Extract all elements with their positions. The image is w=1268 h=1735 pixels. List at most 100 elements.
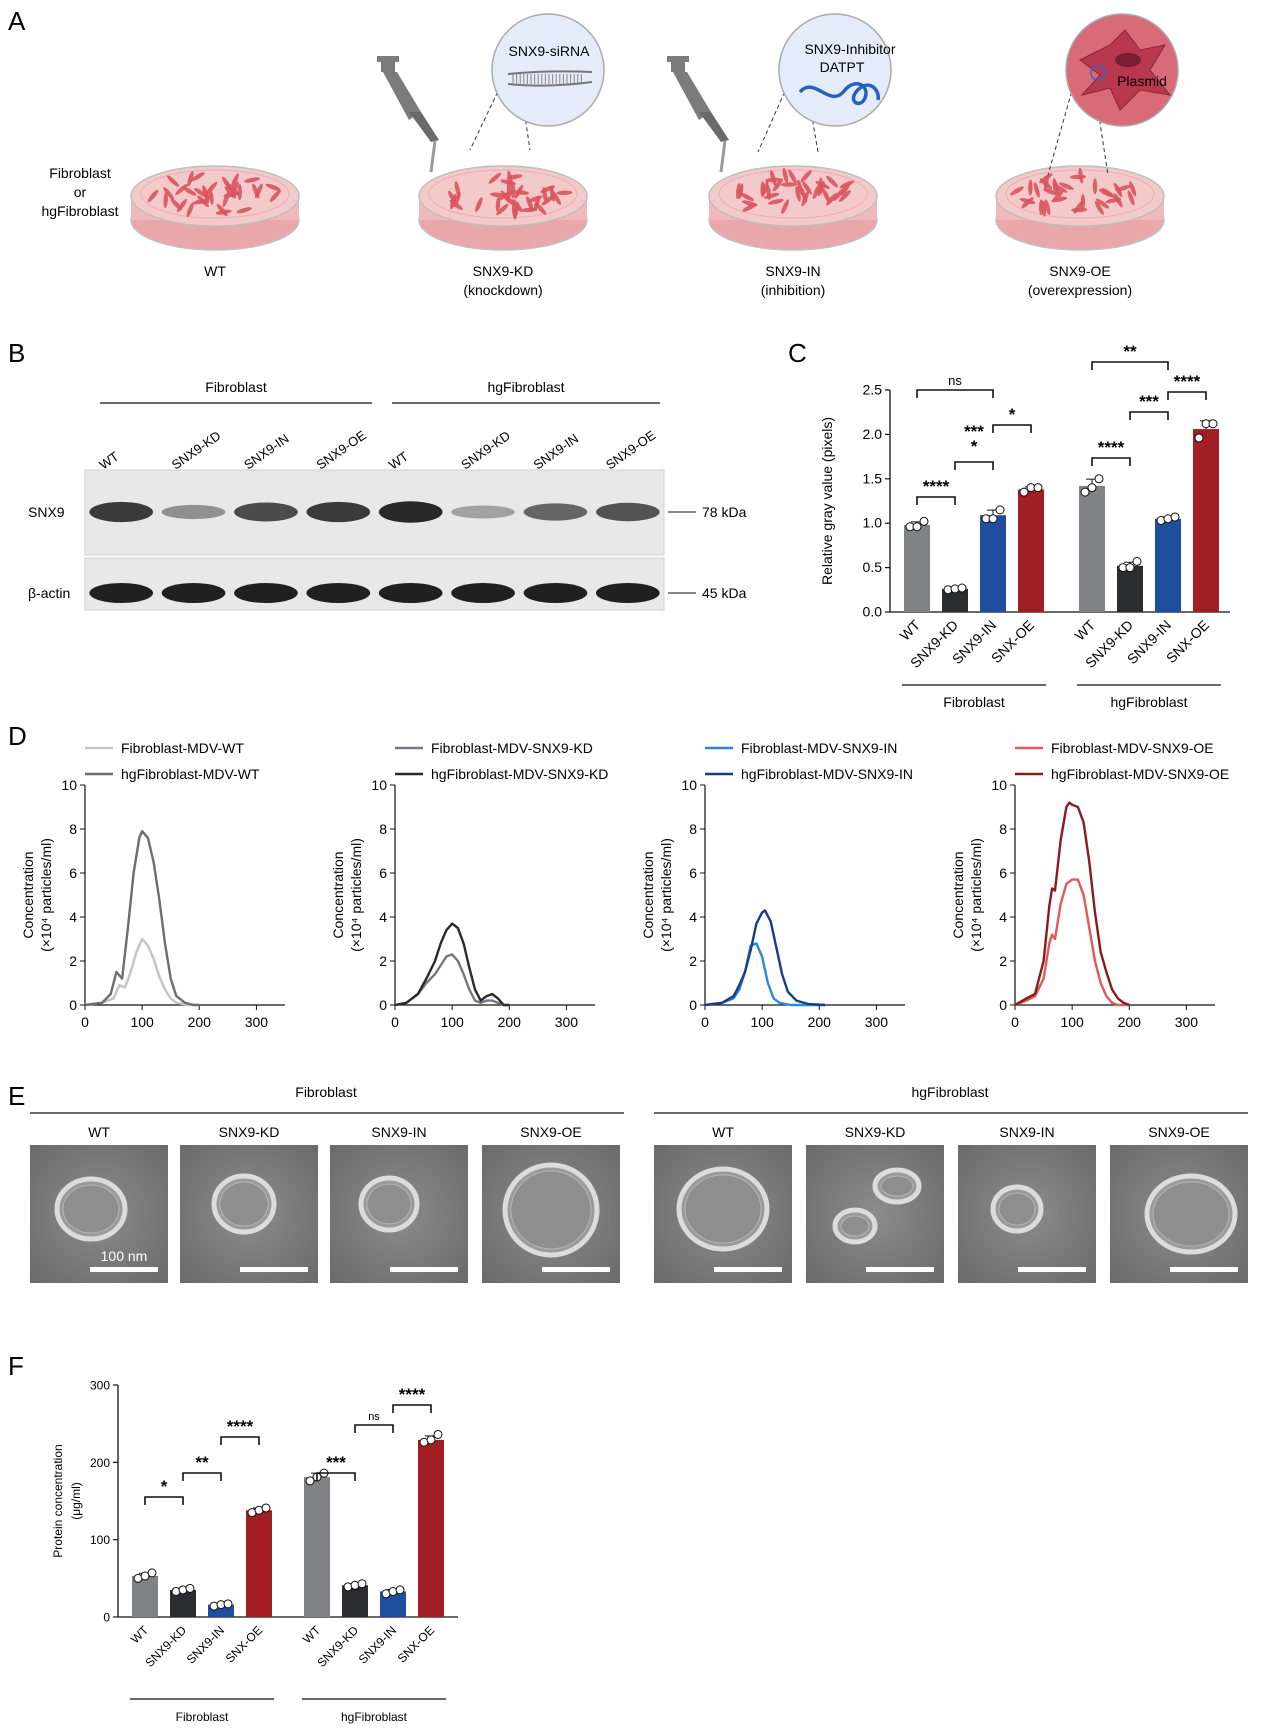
significance-label: * — [1009, 405, 1016, 424]
panel-label-c: C — [788, 338, 807, 368]
y-tick-label: 0 — [689, 997, 697, 1013]
tem-image: WT 100 nm — [30, 1124, 168, 1283]
y-axis-title: (μg/ml) — [69, 1482, 83, 1520]
cell-shape — [741, 200, 758, 207]
y-tick-label: 2 — [689, 953, 697, 969]
cell-shape — [780, 182, 797, 187]
data-point — [1208, 419, 1218, 429]
series-line — [704, 942, 825, 1007]
x-tick-label: SNX9-IN — [356, 1623, 399, 1666]
bar — [904, 524, 930, 612]
y-tick-label: 2.5 — [863, 382, 883, 398]
blot-row-actin: β-actin — [28, 585, 70, 601]
significance-bracket — [182, 1472, 222, 1481]
significance-bracket — [144, 1496, 184, 1505]
petri-dish-0 — [130, 165, 300, 251]
tem-image: WT — [654, 1124, 792, 1283]
cell-shape — [1039, 178, 1053, 190]
y-tick-label: 8 — [999, 821, 1007, 837]
y-tick-label: 6 — [69, 865, 77, 881]
legend-label: hgFibroblast-MDV-SNX9-IN — [741, 766, 913, 782]
data-point — [185, 1583, 195, 1593]
x-tick-label: 300 — [1175, 1014, 1199, 1030]
significance-bracket — [916, 496, 956, 505]
significance-label: *** — [964, 422, 984, 441]
vesicle-lumen — [219, 1181, 269, 1227]
series-line — [1014, 878, 1130, 1007]
cell-shape — [1033, 182, 1040, 198]
tem-image: SNX9-OE — [1110, 1124, 1248, 1283]
y-axis-title: Protein concentration — [51, 1444, 65, 1557]
x-tick-label: 0 — [701, 1014, 709, 1030]
lane-label: SNX9-KD — [458, 428, 513, 473]
zoom-line — [757, 91, 786, 153]
pipette-body — [383, 72, 421, 120]
significance-label: **** — [227, 1417, 254, 1436]
vesicle-lumen — [998, 1192, 1036, 1226]
legend-label: Fibroblast-MDV-SNX9-KD — [431, 740, 593, 756]
zoom-line — [525, 120, 531, 151]
vesicle-lumen — [366, 1183, 412, 1225]
cell-shape — [1127, 190, 1135, 206]
significance-label: ns — [948, 373, 962, 388]
y-tick-label: 8 — [689, 821, 697, 837]
cell-shape — [231, 173, 239, 188]
lane-label: SNX9-IN — [531, 431, 582, 473]
series-line — [394, 922, 510, 1007]
bar — [246, 1510, 272, 1617]
bar — [980, 515, 1006, 612]
cell-shape — [1092, 178, 1098, 195]
y-tick-label: 8 — [379, 821, 387, 837]
bar — [1193, 429, 1219, 612]
blot-band — [306, 583, 371, 603]
petri-dish-1 — [418, 165, 588, 251]
tem-label: SNX9-OE — [520, 1124, 581, 1140]
scale-bar — [240, 1267, 308, 1272]
blot-row-snx9: SNX9 — [28, 504, 65, 520]
cell-shape — [496, 204, 509, 216]
data-point — [395, 1585, 405, 1595]
blot-group-hgfibroblast: hgFibroblast — [487, 379, 564, 395]
bar — [1018, 489, 1044, 612]
zoom-line — [1047, 91, 1073, 176]
cell-type-label-line2: or — [74, 184, 87, 200]
x-tick-label: 100 — [130, 1014, 154, 1030]
significance-label: * — [971, 437, 978, 456]
x-tick-label: 300 — [555, 1014, 579, 1030]
y-tick-label: 10 — [991, 777, 1007, 793]
bubble-circle — [491, 13, 605, 127]
bubble-text-inhibitor: SNX9-Inhibitor — [804, 41, 895, 57]
scale-bar — [542, 1267, 610, 1272]
dish-rim — [718, 169, 868, 219]
bubble-text-datpt: DATPT — [820, 59, 865, 75]
significance-label: ** — [195, 1453, 209, 1472]
x-tick-label: 200 — [188, 1014, 212, 1030]
x-tick-label: SNX9-KD — [142, 1623, 189, 1670]
nucleus-shape — [1115, 53, 1141, 67]
significance-label: **** — [1174, 372, 1201, 391]
y-tick-label: 0.0 — [863, 604, 883, 620]
significance-bracket — [916, 389, 994, 398]
petri-dish-2 — [708, 165, 878, 251]
series-line — [84, 830, 200, 1007]
y-tick-label: 6 — [379, 865, 387, 881]
y-axis-title: Relative gray value (pixels) — [819, 417, 835, 585]
cell-shape — [800, 187, 808, 203]
y-tick-label: 1.0 — [863, 515, 883, 531]
y-tick-label: 0 — [69, 997, 77, 1013]
blot-band — [161, 583, 226, 603]
significance-bracket — [354, 1424, 394, 1433]
y-axis-title: (×10⁴ particles/ml) — [348, 838, 364, 952]
tem-image: SNX9-KD — [180, 1124, 318, 1283]
significance-bracket — [316, 1472, 356, 1481]
cell-shape — [269, 189, 281, 203]
cell-shape — [766, 184, 771, 201]
blot-band — [234, 583, 298, 603]
legend-label: hgFibroblast-MDV-SNX9-OE — [1051, 766, 1229, 782]
cell-shape — [788, 169, 797, 184]
x-tick-label: SNX-OE — [988, 617, 1037, 666]
data-point — [1087, 483, 1097, 493]
cell-shape — [222, 176, 232, 191]
tem-image: SNX9-IN — [958, 1124, 1096, 1283]
